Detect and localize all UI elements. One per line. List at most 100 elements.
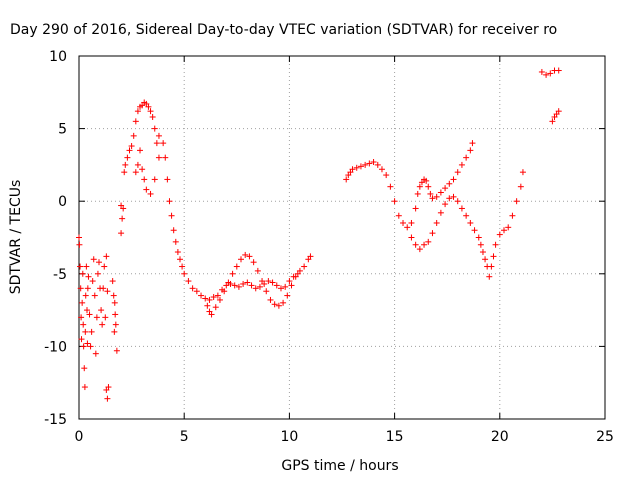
data-point [343,176,350,183]
data-point [307,253,314,260]
data-point [454,169,461,176]
data-point [282,283,289,290]
grid-lines [79,56,605,419]
data-point [83,263,90,270]
data-point [231,282,238,289]
data-point [79,270,86,277]
data-point [267,296,274,303]
data-point [77,285,84,292]
data-point [162,154,169,161]
data-point [427,190,434,197]
data-point [185,278,192,285]
data-point [206,296,213,303]
data-point [277,285,284,292]
data-point [517,183,524,190]
data-point [102,314,109,321]
data-point [400,219,407,226]
data-point [84,340,91,347]
y-tick-label: -10 [44,339,67,355]
data-point [111,328,118,335]
data-point [357,163,364,170]
data-point [124,154,131,161]
data-point [471,227,478,234]
x-tick-label: 0 [75,429,84,445]
x-tick-label: 15 [386,429,404,445]
data-point [229,270,236,277]
data-point [248,282,255,289]
data-point [88,328,95,335]
data-point [128,143,135,150]
y-tick-labels: -15 -10 -5 0 5 10 [44,49,67,428]
data-point [433,193,440,200]
data-point [82,292,89,299]
data-point [132,169,139,176]
data-point [416,246,423,253]
data-point [240,280,247,287]
data-point [442,201,449,208]
data-point [414,190,421,197]
data-point [412,205,419,212]
data-point [80,343,87,350]
data-point [79,299,86,306]
data-point [244,279,251,286]
data-point [227,280,234,287]
data-point [172,238,179,245]
data-point [488,263,495,270]
data-point [275,302,282,309]
data-point [408,234,415,241]
data-point [475,234,482,241]
data-point [366,160,373,167]
data-point [104,288,111,295]
data-point [130,132,137,139]
data-point [98,307,105,314]
data-point [463,212,470,219]
data-point [147,108,154,115]
data-point [193,288,200,295]
data-point [92,350,99,357]
data-point [145,103,152,110]
data-point [458,161,465,168]
data-point [446,180,453,187]
data-point [214,292,221,299]
data-point [134,161,141,168]
data-point [189,285,196,292]
data-point [94,270,101,277]
data-point [294,270,301,277]
data-point [446,195,453,202]
data-point [429,230,436,237]
x-tick-label: 5 [180,429,189,445]
data-point [141,176,148,183]
x-tick-label: 25 [596,429,614,445]
data-point [442,185,449,192]
data-point [437,189,444,196]
data-point [509,212,516,219]
data-point [256,283,263,290]
data-point [153,140,160,147]
data-point [181,270,188,277]
data-point [168,212,175,219]
data-point [467,219,474,226]
x-tick-labels: 0 5 10 15 20 25 [75,429,614,445]
data-point [423,177,430,184]
data-point [104,395,111,402]
data-point [78,336,85,343]
data-point [89,278,96,285]
data-point [271,301,278,308]
data-point [425,183,432,190]
data-point [112,321,119,328]
data-point [286,278,293,285]
y-tick-label: 0 [58,194,67,210]
data-point [160,140,167,147]
data-point [80,321,87,328]
data-point [179,263,186,270]
data-point [421,241,428,248]
data-point [250,259,257,266]
data-point [555,67,562,74]
y-tick-label: 5 [58,122,67,138]
data-point [519,169,526,176]
data-point [81,365,88,372]
data-point [261,280,268,287]
data-point [513,198,520,205]
data-point [99,321,106,328]
data-point [151,176,158,183]
